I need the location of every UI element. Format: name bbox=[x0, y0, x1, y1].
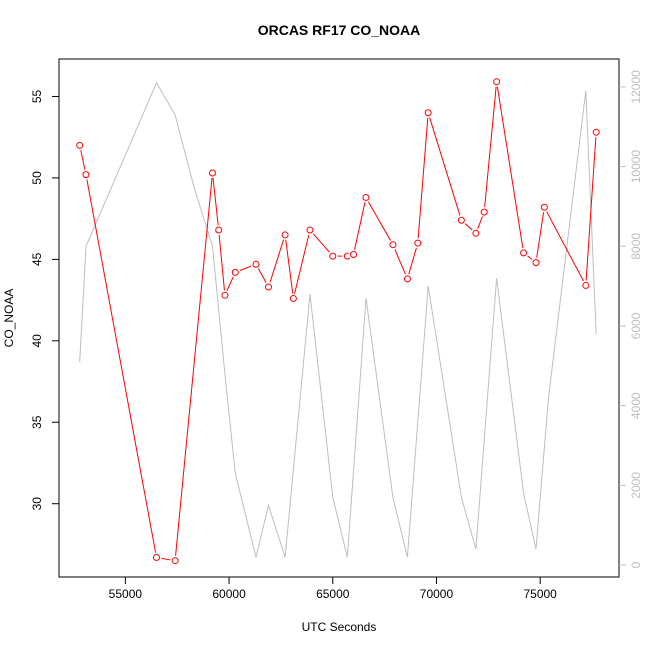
series-0-point-15 bbox=[350, 250, 358, 258]
series-0-point-1 bbox=[82, 171, 90, 179]
series-0-point-21 bbox=[457, 216, 465, 224]
x-tick-label-1: 60000 bbox=[212, 587, 246, 601]
series-0-point-13 bbox=[329, 252, 337, 260]
y-tick-label-0: 30 bbox=[30, 497, 44, 511]
series-0-point-23 bbox=[480, 208, 488, 216]
x-axis-label: UTC Seconds bbox=[302, 620, 377, 634]
series-0-point-8 bbox=[252, 260, 260, 268]
series-0-point-12 bbox=[306, 226, 314, 234]
y2-tick-label-2: 4000 bbox=[629, 392, 643, 419]
y-tick-label-3: 45 bbox=[30, 252, 44, 266]
series-0-point-25 bbox=[520, 249, 528, 257]
series-0-point-24 bbox=[493, 78, 501, 86]
series-0-point-22 bbox=[472, 229, 480, 237]
y-axis-label: CO_NOAA bbox=[2, 289, 16, 348]
y2-tick-label-6: 12000 bbox=[629, 70, 643, 104]
series-0-point-19 bbox=[414, 239, 422, 247]
series-0-point-9 bbox=[264, 283, 272, 291]
y-tick-label-4: 50 bbox=[30, 171, 44, 185]
series-0-point-0 bbox=[76, 141, 84, 149]
series-0-point-4 bbox=[208, 169, 216, 177]
series-0-point-5 bbox=[215, 226, 223, 234]
x-tick-label-0: 55000 bbox=[109, 587, 143, 601]
y-tick-label-1: 35 bbox=[30, 415, 44, 429]
y2-tick-label-4: 8000 bbox=[629, 233, 643, 260]
series-0-point-20 bbox=[424, 109, 432, 117]
series-0-point-7 bbox=[231, 268, 239, 276]
y-axis-left: 30 35 40 45 50 55 bbox=[30, 89, 59, 510]
series-0-point-2 bbox=[152, 553, 160, 561]
series-0-point-26 bbox=[532, 259, 540, 267]
y-tick-label-2: 40 bbox=[30, 334, 44, 348]
series-0-point-29 bbox=[592, 128, 600, 136]
chart-title: ORCAS RF17 CO_NOAA bbox=[258, 22, 421, 38]
x-axis: 55000 60000 65000 70000 75000 bbox=[109, 577, 557, 601]
left-series-layer bbox=[74, 76, 602, 566]
x-tick-label-2: 65000 bbox=[316, 587, 350, 601]
series-0-point-6 bbox=[221, 291, 229, 299]
series-0-line bbox=[79, 81, 597, 562]
y-tick-label-5: 55 bbox=[30, 89, 44, 103]
series-0-point-18 bbox=[403, 275, 411, 283]
series-0-point-10 bbox=[281, 231, 289, 239]
series-0-point-3 bbox=[171, 557, 179, 565]
series-0-point-16 bbox=[362, 193, 370, 201]
right-series-layer bbox=[79, 81, 597, 558]
series-0-point-28 bbox=[582, 281, 590, 289]
plot-frame bbox=[58, 58, 620, 578]
series-0-point-17 bbox=[389, 241, 397, 249]
x-tick-label-4: 75000 bbox=[523, 587, 557, 601]
x-tick-label-3: 70000 bbox=[420, 587, 454, 601]
y2-tick-label-5: 10000 bbox=[629, 150, 643, 184]
y-axis-right: 0 2000 4000 6000 8000 10000 12000 bbox=[619, 70, 643, 568]
series-0-point-27 bbox=[540, 203, 548, 211]
series-1-line bbox=[79, 81, 597, 558]
y2-tick-label-1: 2000 bbox=[629, 472, 643, 499]
y2-tick-label-0: 0 bbox=[629, 561, 643, 568]
y2-tick-label-3: 6000 bbox=[629, 312, 643, 339]
series-0-point-11 bbox=[289, 294, 297, 302]
